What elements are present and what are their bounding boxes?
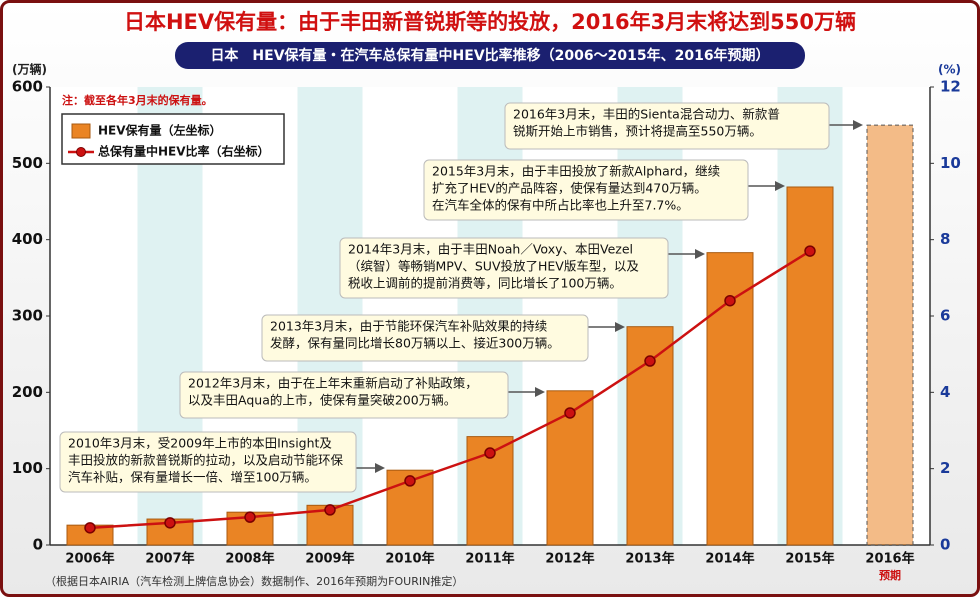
x-tick-label: 2016年 <box>865 551 914 567</box>
annotation-text: （缤智）等畅销MPV、SUV投放了HEV版车型，以及 <box>348 259 639 274</box>
y2-axis-unit: (%) <box>938 63 961 77</box>
annotation-arrowhead <box>775 181 785 191</box>
y-tick-label: 100 <box>12 459 43 477</box>
line-marker <box>324 504 336 516</box>
y-tick-label: 600 <box>12 78 43 96</box>
annotation-arrowhead <box>853 120 863 130</box>
annotation-text: 在汽车全体的保有中所占比率也上升至7.7%。 <box>432 198 689 213</box>
annotation-text: 以及丰田Aqua的上市，使保有量突破200万辆。 <box>188 393 456 408</box>
y2-tick-label: 10 <box>940 154 961 172</box>
legend-box <box>61 113 285 165</box>
y-tick-label: 400 <box>12 230 43 248</box>
line-marker <box>564 407 576 419</box>
subtitle-pill <box>175 42 805 69</box>
annotation-text: 锐斯开始上市销售，预计将提高至550万辆。 <box>513 124 762 139</box>
line-marker <box>644 355 656 367</box>
annotation-text: 丰田投放的新款普锐斯的拉动，以及启动节能环保 <box>68 453 344 468</box>
annotation-text: 汽车补贴，保有量增长一倍、增至100万辆。 <box>68 470 317 485</box>
category-note: 预期 <box>879 568 901 582</box>
y2-tick-label: 0 <box>940 536 950 554</box>
x-tick-label: 2010年 <box>385 551 434 567</box>
note: 注：截至各年3月末的保有量。 <box>62 93 213 107</box>
annotation-text: 2014年3月末，由于丰田Noah／Voxy、本田Vezel <box>348 242 633 257</box>
legend-swatch <box>76 147 86 157</box>
annotation-text: 2010年3月末，受2009年上市的本田Insight及 <box>68 436 332 451</box>
annotation-text: 2013年3月末，由于节能环保汽车补贴效果的持续 <box>270 319 547 334</box>
line <box>89 250 811 530</box>
line-marker <box>804 245 816 257</box>
chart-subtitle: 日本 HEV保有量・在汽车总保有量中HEV比率推移（2006～2015年、201… <box>210 47 769 64</box>
annotation-arrowhead <box>375 463 385 473</box>
line-marker <box>244 511 256 523</box>
y-axis-unit: (万辆) <box>12 62 47 77</box>
x-tick-label: 2007年 <box>145 551 194 567</box>
line-marker <box>164 517 176 529</box>
y2-tick-label: 6 <box>940 307 950 325</box>
bar <box>866 124 914 546</box>
annotation-text: 2015年3月末，由于丰田投放了新款Alphard，继续 <box>432 164 720 179</box>
annotation-box <box>504 102 830 150</box>
y-tick-label: 200 <box>12 383 43 401</box>
y2-tick-label: 4 <box>940 383 950 401</box>
annotation-text: 2016年3月末，丰田的Sienta混合动力、新款普 <box>513 107 780 122</box>
legend-swatch <box>71 123 91 139</box>
line-marker <box>404 475 416 487</box>
x-tick-label: 2009年 <box>305 551 354 567</box>
y-tick-label: 500 <box>12 154 43 172</box>
annotation-box <box>261 314 589 362</box>
annotation-text: 税收上调前的提前消费等，同比增长了100万辆。 <box>348 276 622 291</box>
y2-tick-label: 12 <box>940 78 961 96</box>
annotation-arrowhead <box>535 387 545 397</box>
y2-tick-label: 8 <box>940 230 950 248</box>
x-tick-label: 2006年 <box>65 551 114 567</box>
line-marker <box>484 447 496 459</box>
chart-title: 日本HEV保有量：由于丰田新普锐斯等的投放，2016年3月末将达到550万辆 <box>124 10 856 34</box>
line-marker <box>84 522 96 534</box>
annotation-box <box>179 371 509 419</box>
y2-tick-label: 2 <box>940 459 950 477</box>
annotation-text: 发酵，保有量同比增长80万辆以上、接近300万辆。 <box>270 336 560 351</box>
x-tick-label: 2011年 <box>465 551 514 567</box>
annotation-box <box>59 431 357 493</box>
y-tick-label: 0 <box>33 536 43 554</box>
source: （根据日本AIRIA（汽车检测上牌信息协会）数据制作、2016年预期为FOURI… <box>45 574 463 588</box>
x-tick-label: 2012年 <box>545 551 594 567</box>
annotation-box <box>423 159 749 221</box>
annotation-box <box>339 237 669 299</box>
annotation-arrowhead <box>615 322 625 332</box>
line-marker <box>724 294 736 307</box>
annotation-text: 扩充了HEV的产品阵容，使保有量达到470万辆。 <box>432 181 707 196</box>
annotation-arrowhead <box>695 249 705 259</box>
x-tick-label: 2008年 <box>225 551 274 567</box>
x-tick-label: 2015年 <box>785 551 834 567</box>
y-tick-label: 300 <box>12 307 43 325</box>
legend-label: HEV保有量（左坐标） <box>98 123 222 138</box>
x-tick-label: 2013年 <box>625 551 674 567</box>
annotation-text: 2012年3月末，由于在上年末重新启动了补贴政策， <box>188 376 478 391</box>
bar <box>786 186 834 546</box>
x-tick-label: 2014年 <box>705 551 754 567</box>
legend-label: 总保有量中HEV比率（右坐标） <box>98 144 270 159</box>
